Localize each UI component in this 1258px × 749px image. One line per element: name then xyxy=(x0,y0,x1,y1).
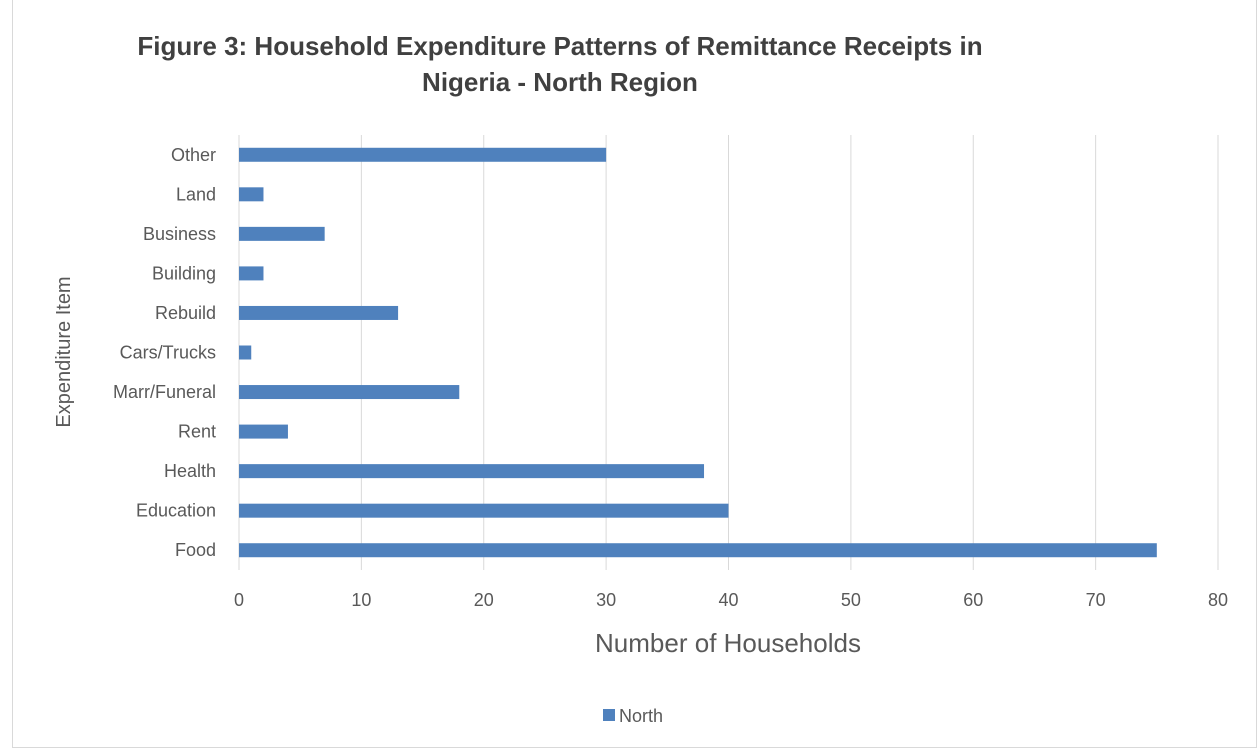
x-tick-label: 0 xyxy=(234,590,244,610)
x-tick-label: 20 xyxy=(474,590,494,610)
category-label: Cars/Trucks xyxy=(120,343,216,363)
x-tick-label: 30 xyxy=(596,590,616,610)
bar-health xyxy=(239,464,705,479)
category-label: Health xyxy=(164,461,216,481)
bar-building xyxy=(239,266,264,281)
x-tick-label: 40 xyxy=(718,590,738,610)
bars xyxy=(239,147,1157,558)
legend-swatch-north xyxy=(603,709,615,721)
x-tick-label: 50 xyxy=(841,590,861,610)
bar-cars-trucks xyxy=(239,345,252,360)
category-label: Marr/Funeral xyxy=(113,382,216,402)
legend: North xyxy=(603,706,663,726)
chart-title-line1: Figure 3: Household Expenditure Patterns… xyxy=(137,31,983,61)
bar-other xyxy=(239,147,607,162)
bar-rent xyxy=(239,424,288,439)
x-tick-label: 70 xyxy=(1086,590,1106,610)
x-tick-label: 60 xyxy=(963,590,983,610)
category-label: Rent xyxy=(178,422,216,442)
category-label: Food xyxy=(175,540,216,560)
category-label: Business xyxy=(143,224,216,244)
bar-rebuild xyxy=(239,305,399,320)
bar-land xyxy=(239,187,264,202)
x-tick-label: 10 xyxy=(351,590,371,610)
x-tick-label: 80 xyxy=(1208,590,1228,610)
x-axis-title: Number of Households xyxy=(595,628,861,658)
legend-label-north: North xyxy=(619,706,663,726)
chart-title: Figure 3: Household Expenditure Patterns… xyxy=(60,28,1060,100)
chart-title-line2: Nigeria - North Region xyxy=(422,67,698,97)
bar-food xyxy=(239,543,1157,558)
category-label: Education xyxy=(136,501,216,521)
chart-frame xyxy=(12,0,1257,748)
category-label: Rebuild xyxy=(155,303,216,323)
bar-business xyxy=(239,226,325,241)
gridlines xyxy=(238,135,1219,570)
category-label: Building xyxy=(152,263,216,283)
bar-education xyxy=(239,503,729,518)
category-labels: Food Education Health Rent Marr/Funeral Cars/… xyxy=(113,145,216,560)
bar-marr-funeral xyxy=(239,385,460,400)
y-axis-title: Expenditure Item xyxy=(53,276,75,427)
category-label: Land xyxy=(176,184,216,204)
category-label: Other xyxy=(171,145,216,165)
x-tick-labels: 0 10 20 30 40 50 60 70 80 xyxy=(234,590,1228,610)
